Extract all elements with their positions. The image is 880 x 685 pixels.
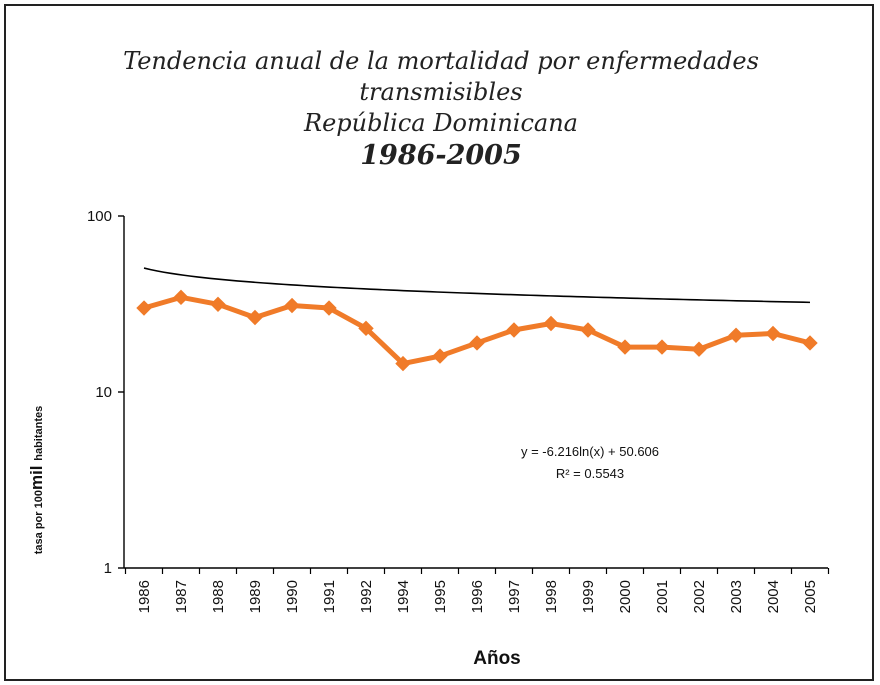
chart-title-line-1: Tendencia anual de la mortalidad por enf… [123, 47, 759, 75]
x-tick-label: 1995 [432, 580, 449, 613]
x-tick-label: 2000 [617, 580, 634, 613]
x-tick-label: 2001 [654, 580, 671, 613]
x-tick-label: 1987 [173, 580, 190, 613]
trendline-group [143, 267, 811, 304]
y-axis-title-part: tasa por 100 [33, 490, 45, 554]
x-tick-label: 1990 [284, 580, 301, 613]
x-tick-label: 1999 [580, 580, 597, 613]
series-line [143, 294, 811, 367]
y-tick-label: 100 [87, 208, 112, 225]
data-point [395, 355, 411, 372]
chart-axes [118, 215, 830, 574]
chart-title-line-2: transmisibles [359, 78, 523, 106]
x-tick-label: 1997 [506, 580, 523, 613]
x-tick-label: 1994 [395, 580, 412, 613]
x-tick-label: 2005 [802, 580, 819, 613]
data-point [321, 300, 337, 316]
y-axis-title-part: habitantes [33, 406, 45, 461]
data-point [506, 322, 522, 338]
data-point [284, 297, 300, 314]
data-point [247, 309, 263, 326]
x-tick-label: 1996 [469, 580, 486, 613]
data-point [617, 339, 633, 355]
x-tick-label: 1998 [543, 580, 560, 613]
y-tick-label: 10 [95, 384, 112, 401]
data-point [432, 348, 448, 364]
data-point [728, 327, 744, 343]
data-point [543, 315, 559, 332]
chart-title-line-3: República Dominicana [304, 109, 578, 137]
x-axis-title: Años [473, 648, 521, 669]
data-point [210, 296, 226, 313]
labels-group: 1 10 100 1986 1987 1988 1989 1990 1991 1992 1994 19… [27, 208, 819, 669]
trendline [143, 267, 811, 304]
data-point [580, 322, 596, 338]
chart-title: Tendencia anual de la mortalidad por enf… [6, 46, 876, 173]
data-point [654, 339, 670, 355]
data-point [136, 300, 152, 316]
x-tick-label: 1992 [358, 580, 375, 613]
data-point [173, 289, 189, 306]
data-point [802, 335, 818, 351]
y-tick-label: 1 [104, 560, 112, 577]
data-point [765, 325, 781, 342]
y-axis-title: tasa por 100mil habitantes [27, 406, 46, 555]
trendline-r2: R² = 0.5543 [556, 466, 624, 481]
y-axis-title-part: mil [27, 461, 46, 490]
trendline-equation: y = -6.216ln(x) + 50.606 [521, 444, 659, 459]
data-point [358, 320, 374, 337]
x-tick-label: 2002 [691, 580, 708, 613]
x-tick-label: 1988 [210, 580, 227, 613]
series-group [136, 289, 818, 372]
x-tick-label: 1986 [136, 580, 153, 613]
x-tick-label: 1989 [247, 580, 264, 613]
chart-title-years: 1986-2005 [360, 140, 522, 171]
data-point [691, 341, 707, 357]
x-tick-label: 2004 [765, 580, 782, 613]
x-tick-label: 2003 [728, 580, 745, 613]
data-point [469, 335, 485, 351]
x-tick-label: 1991 [321, 580, 338, 613]
